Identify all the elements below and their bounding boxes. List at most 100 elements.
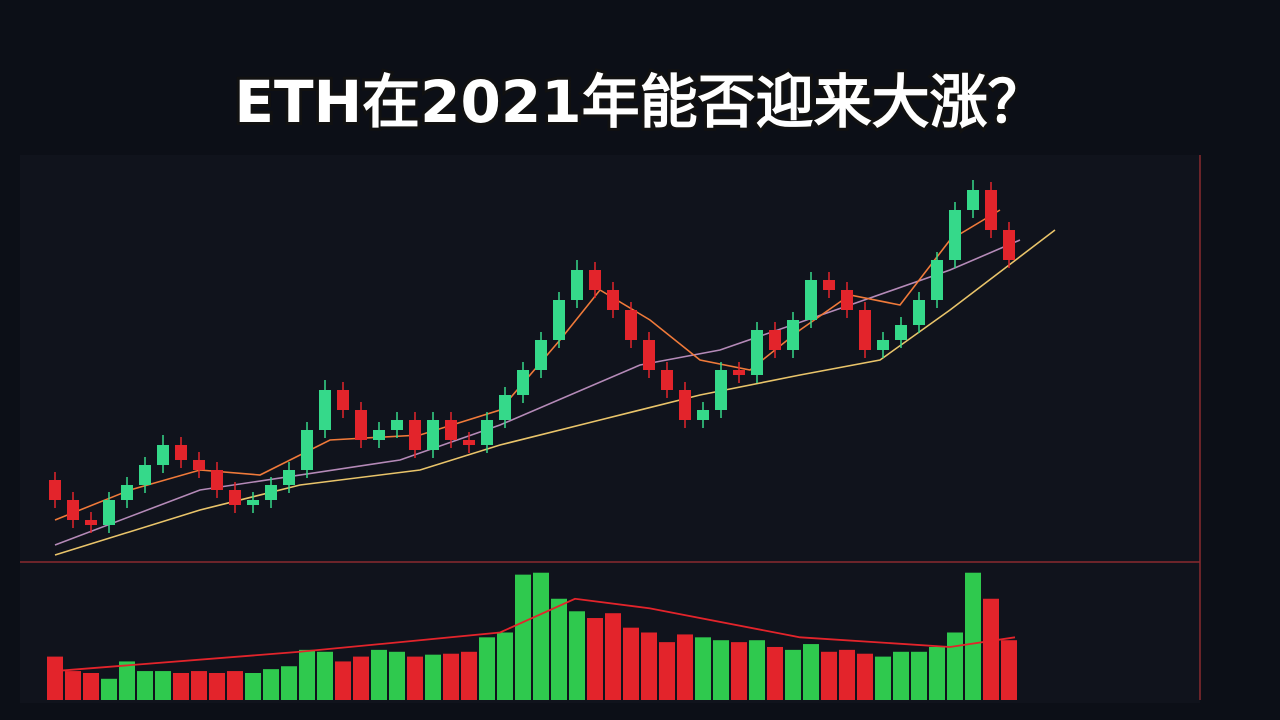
candle-body xyxy=(265,485,277,500)
volume-bar xyxy=(299,649,315,700)
plot xyxy=(47,180,1056,700)
chart-title: ETH在2021年能否迎来大涨？ xyxy=(234,68,1045,136)
volume-bar xyxy=(353,656,369,700)
candle-body xyxy=(49,480,61,500)
candle-body xyxy=(517,370,529,395)
volume-bar xyxy=(623,627,639,700)
candle-body xyxy=(283,470,295,485)
candle-body xyxy=(355,410,367,440)
volume-bar xyxy=(929,646,945,700)
volume-bar xyxy=(1001,640,1017,700)
candle-body xyxy=(409,420,421,450)
candle-body xyxy=(499,395,511,420)
volume-bar xyxy=(389,651,405,700)
candle-body xyxy=(787,320,799,350)
candle-body xyxy=(67,500,79,520)
volume-bar xyxy=(371,649,387,700)
candle-body xyxy=(895,325,907,340)
candle-body xyxy=(697,410,709,420)
volume-bar xyxy=(983,598,999,700)
candle-body xyxy=(103,500,115,525)
volume-bar xyxy=(317,651,333,700)
candle-body xyxy=(193,460,205,470)
volume-bar xyxy=(803,644,819,700)
volume-bar xyxy=(119,661,135,700)
candle-body xyxy=(535,340,547,370)
volume-average xyxy=(54,597,1016,672)
volume-bar xyxy=(497,632,513,700)
volume-bar xyxy=(443,653,459,700)
volume-bar xyxy=(641,632,657,700)
candle-body xyxy=(391,420,403,430)
volume-bar xyxy=(533,572,549,700)
candle-body xyxy=(121,485,133,500)
candle-body xyxy=(841,290,853,310)
candle-body xyxy=(805,280,817,320)
candle-body xyxy=(733,370,745,375)
volume-bar xyxy=(101,678,117,700)
volume-bar xyxy=(425,654,441,700)
volume-bar xyxy=(227,671,243,700)
candle-body xyxy=(679,390,691,420)
volume-bar xyxy=(857,653,873,700)
volume-bar xyxy=(839,649,855,700)
candle-body xyxy=(175,445,187,460)
candle-body xyxy=(247,500,259,505)
candle-body xyxy=(211,470,223,490)
candle-body xyxy=(859,310,871,350)
volume-bar xyxy=(263,669,279,700)
candle-body xyxy=(301,430,313,470)
candle-body xyxy=(337,390,349,410)
volume-bar xyxy=(137,671,153,700)
volume-bar xyxy=(83,673,99,700)
volume-bar xyxy=(407,656,423,700)
candle-body xyxy=(985,190,997,230)
candle-body xyxy=(751,330,763,375)
volume-bar xyxy=(767,646,783,700)
candle-body xyxy=(877,340,889,350)
volume-bar xyxy=(245,673,261,700)
volume-bar xyxy=(569,611,585,700)
volume-bar xyxy=(695,637,711,700)
volume-bar xyxy=(731,642,747,700)
candle-body xyxy=(949,210,961,260)
volume-bar xyxy=(893,651,909,700)
volume-bar xyxy=(965,572,981,700)
volume-bar xyxy=(47,656,63,700)
candle-body xyxy=(319,390,331,430)
candle-body xyxy=(643,340,655,370)
volume-bar xyxy=(209,673,225,700)
candle-body xyxy=(571,270,583,300)
volume-bar xyxy=(659,642,675,700)
volume-bar xyxy=(281,666,297,700)
volume-bar xyxy=(605,613,621,700)
candle-body xyxy=(715,370,727,410)
volume-bar xyxy=(947,632,963,700)
volume-bar xyxy=(173,673,189,700)
volume-bar xyxy=(65,671,81,700)
candle-body xyxy=(823,280,835,290)
volume-bar xyxy=(515,574,531,700)
volume-bar xyxy=(911,651,927,700)
candle-body xyxy=(967,190,979,210)
volume-bar xyxy=(875,656,891,700)
candle-body xyxy=(157,445,169,465)
volume-bar xyxy=(785,649,801,700)
candle-body xyxy=(913,300,925,325)
candle-body xyxy=(589,270,601,290)
candle-body xyxy=(229,490,241,505)
candle-body xyxy=(625,310,637,340)
candle-body xyxy=(463,440,475,445)
candle-body xyxy=(607,290,619,310)
candle-body xyxy=(481,420,493,445)
volume-bar xyxy=(461,651,477,700)
volume-bar xyxy=(551,598,567,700)
volume-bar xyxy=(587,618,603,700)
volume-bar xyxy=(191,671,207,700)
candle-body xyxy=(85,520,97,525)
volume-bar xyxy=(155,671,171,700)
candle-body xyxy=(661,370,673,390)
volume-bar xyxy=(821,651,837,700)
